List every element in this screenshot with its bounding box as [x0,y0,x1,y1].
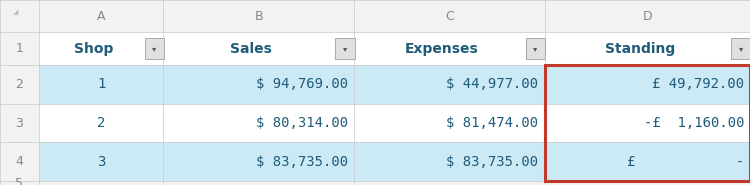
Text: 1: 1 [16,42,23,55]
Text: C: C [445,10,454,23]
Bar [39,181,750,185]
Text: Shop: Shop [74,42,113,56]
Text: $ 83,735.00: $ 83,735.00 [446,155,538,169]
Text: ▾: ▾ [343,44,347,53]
Bar [544,65,750,181]
Text: Sales: Sales [230,42,272,56]
FancyBboxPatch shape [335,38,355,59]
Text: 2: 2 [97,116,106,130]
Bar [39,142,750,181]
Bar [39,0,750,32]
Text: $ 94,769.00: $ 94,769.00 [256,77,348,91]
FancyBboxPatch shape [526,38,545,59]
Text: $ 81,474.00: $ 81,474.00 [446,116,538,130]
Text: $ 83,735.00: $ 83,735.00 [256,155,348,169]
FancyBboxPatch shape [731,38,750,59]
Text: Standing: Standing [604,42,675,56]
Text: ▾: ▾ [152,44,157,53]
Text: ▾: ▾ [739,44,743,53]
Text: £            -: £ - [627,155,744,169]
Text: A: A [97,10,106,23]
Bar [39,104,750,142]
Bar [0,142,39,181]
Text: £ 49,792.00: £ 49,792.00 [652,77,744,91]
Text: -£  1,160.00: -£ 1,160.00 [644,116,744,130]
Bar [0,0,39,32]
Bar [0,181,39,185]
Text: 3: 3 [97,155,106,169]
Text: Expenses: Expenses [405,42,478,56]
FancyBboxPatch shape [145,38,164,59]
Bar [0,65,39,104]
Text: 5: 5 [16,177,23,185]
Text: $ 44,977.00: $ 44,977.00 [446,77,538,91]
Bar [39,32,750,65]
Text: 1: 1 [97,77,106,91]
Text: ◢: ◢ [13,9,18,16]
Text: ▾: ▾ [533,44,538,53]
Text: 4: 4 [16,155,23,168]
Bar [39,65,750,104]
Text: 2: 2 [16,78,23,91]
Text: 3: 3 [16,117,23,130]
Text: D: D [643,10,652,23]
Bar [0,32,39,65]
Text: B: B [254,10,263,23]
Text: $ 80,314.00: $ 80,314.00 [256,116,348,130]
Bar [0,104,39,142]
